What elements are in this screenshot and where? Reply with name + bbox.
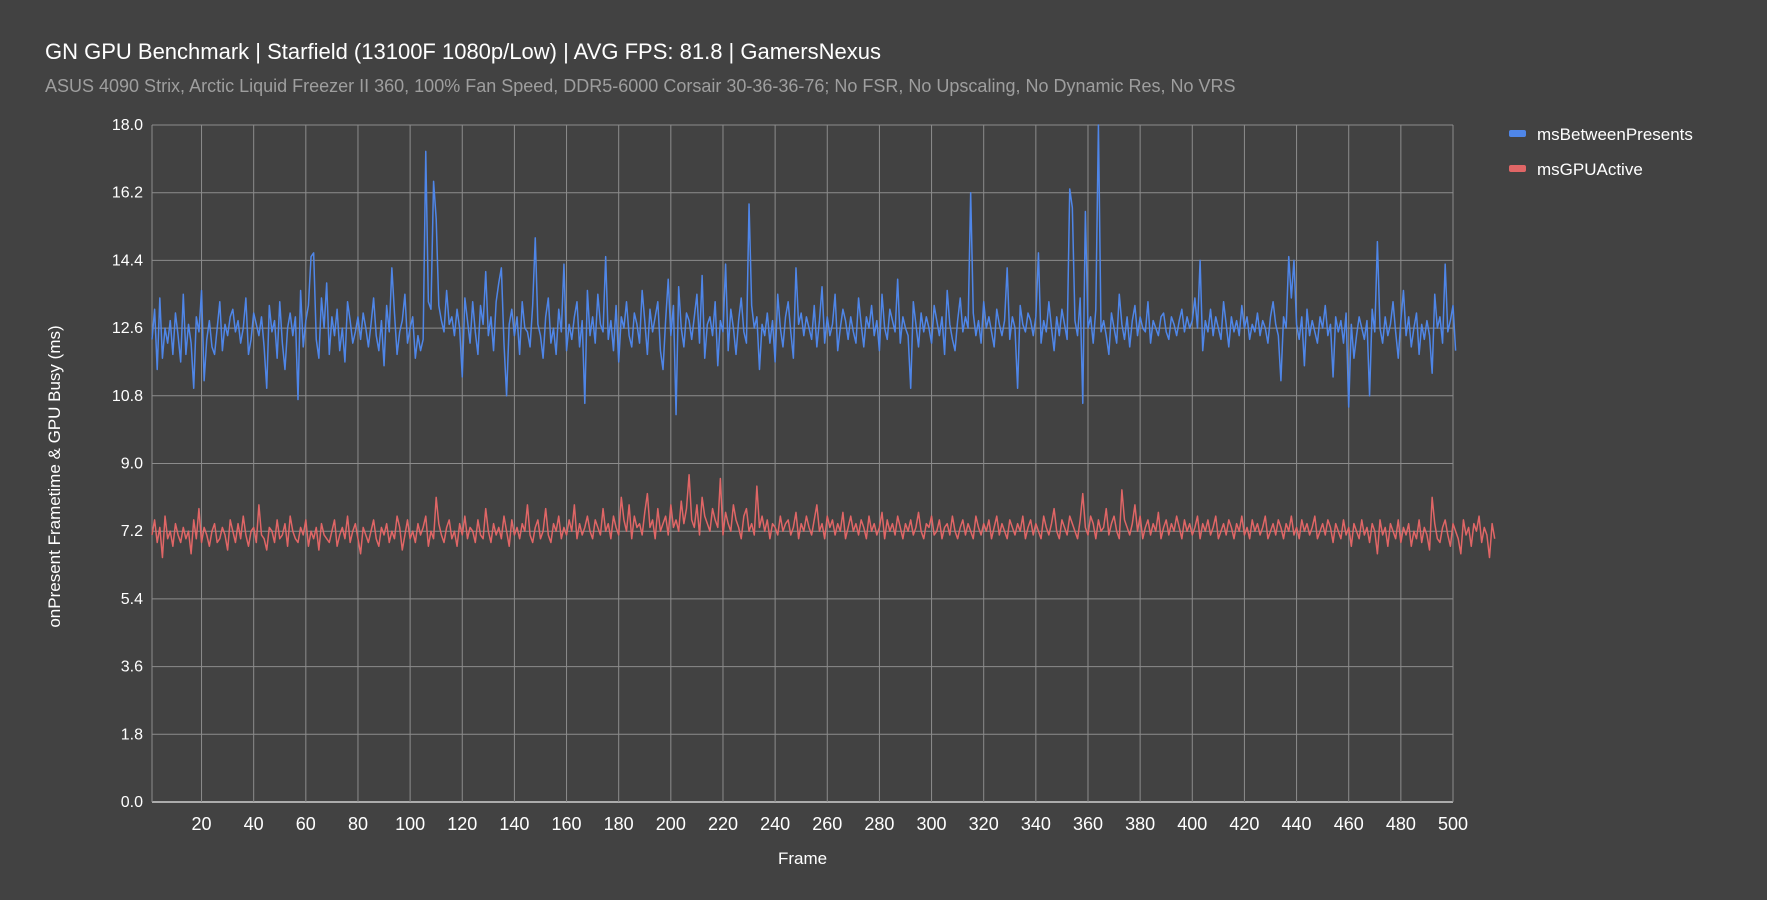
y-tick-label: 1.8 <box>121 726 143 743</box>
x-tick-label: 40 <box>244 814 264 834</box>
x-axis-label: Frame <box>778 849 827 868</box>
series-line-msGPUActive <box>151 474 1496 559</box>
series-line-msBetweenPresents <box>151 124 1457 416</box>
axes: 0.0 1.8 3.6 5.4 7.2 9.0 10.8 12.6 14.4 16.2 18.0 20… <box>45 117 1468 868</box>
y-tick-label: 16.2 <box>112 185 143 202</box>
x-tick-label: 100 <box>395 814 425 834</box>
x-tick-label: 60 <box>296 814 316 834</box>
x-tick-label: 300 <box>917 814 947 834</box>
x-tick-label: 360 <box>1073 814 1103 834</box>
y-tick-label: 10.8 <box>112 388 143 405</box>
legend-item-msGPUActive[interactable]: msGPUActive <box>1509 160 1643 179</box>
legend-swatch <box>1509 130 1526 137</box>
x-tick-label: 460 <box>1334 814 1364 834</box>
x-tick-label: 380 <box>1125 814 1155 834</box>
y-tick-label: 0.0 <box>121 794 143 811</box>
x-tick-label: 120 <box>447 814 477 834</box>
x-tick-label: 400 <box>1177 814 1207 834</box>
x-tick-label: 340 <box>1021 814 1051 834</box>
x-tick-label: 160 <box>552 814 582 834</box>
x-tick-label: 280 <box>864 814 894 834</box>
x-tick-label: 20 <box>192 814 212 834</box>
legend[interactable]: msBetweenPresents msGPUActive <box>1509 125 1693 179</box>
x-tick-label: 260 <box>812 814 842 834</box>
x-tick-label: 440 <box>1282 814 1312 834</box>
x-tick-label: 480 <box>1386 814 1416 834</box>
y-tick-label: 9.0 <box>121 456 143 473</box>
grid <box>151 124 1454 803</box>
x-tick-label: 500 <box>1438 814 1468 834</box>
x-tick-label: 220 <box>708 814 738 834</box>
y-axis-label: onPresent Frametime & GPU Busy (ms) <box>45 325 64 627</box>
x-tick-label: 140 <box>499 814 529 834</box>
x-tick-label: 80 <box>348 814 368 834</box>
x-tick-label: 320 <box>969 814 999 834</box>
y-tick-label: 3.6 <box>121 659 143 676</box>
y-tick-label: 12.6 <box>112 320 143 337</box>
legend-item-msBetweenPresents[interactable]: msBetweenPresents <box>1509 125 1693 144</box>
chart-subtitle: ASUS 4090 Strix, Arctic Liquid Freezer I… <box>45 76 1236 96</box>
legend-swatch <box>1509 165 1526 172</box>
series-lines <box>151 124 1496 559</box>
chart-title: GN GPU Benchmark | Starfield (13100F 108… <box>45 39 881 64</box>
x-tick-label: 180 <box>604 814 634 834</box>
legend-label: msBetweenPresents <box>1537 125 1693 144</box>
x-tick-label: 200 <box>656 814 686 834</box>
x-tick-label: 420 <box>1229 814 1259 834</box>
y-tick-label: 5.4 <box>121 591 143 608</box>
y-tick-label: 7.2 <box>121 523 143 540</box>
y-tick-label: 14.4 <box>112 252 143 269</box>
x-tick-label: 240 <box>760 814 790 834</box>
y-tick-label: 18.0 <box>112 117 143 134</box>
legend-label: msGPUActive <box>1537 160 1643 179</box>
